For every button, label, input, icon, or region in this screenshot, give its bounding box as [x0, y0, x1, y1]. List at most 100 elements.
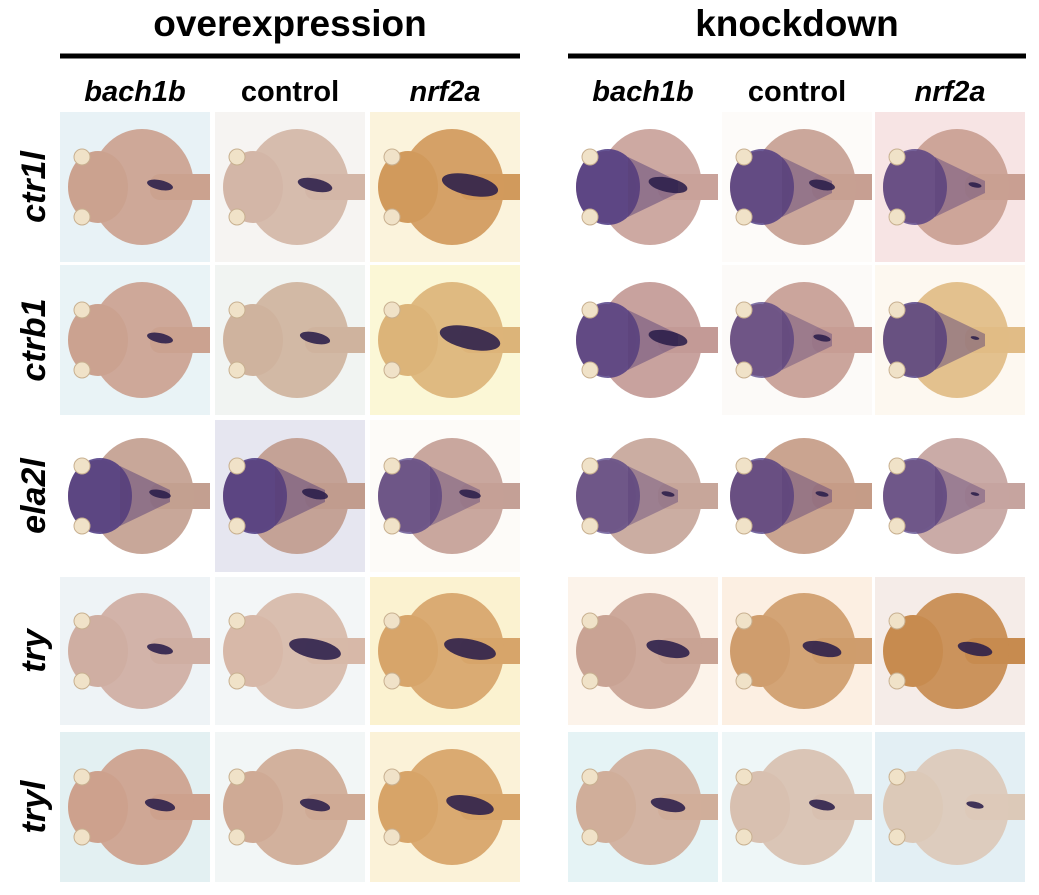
- embryo-image: [60, 265, 210, 415]
- pancreas-stain: [966, 801, 984, 809]
- embryo-image: [568, 577, 718, 725]
- yolk: [90, 593, 194, 709]
- pancreas-stain: [299, 798, 331, 812]
- pancreas-stain: [459, 489, 481, 499]
- yolk: [245, 129, 349, 245]
- eye: [228, 148, 246, 166]
- embryo-image: [60, 112, 210, 262]
- head: [378, 771, 438, 843]
- eye: [581, 148, 599, 166]
- pancreas-stain: [149, 489, 171, 499]
- pancreas-stain: [957, 641, 993, 657]
- eye: [581, 517, 599, 535]
- head-stain: [628, 310, 678, 370]
- embryo-image: [875, 112, 1025, 262]
- head-stain: [883, 458, 947, 534]
- pancreas-stain: [302, 488, 328, 500]
- row-label: ctrb1: [15, 298, 53, 381]
- head-stain: [935, 310, 985, 370]
- eye: [383, 301, 401, 319]
- column-label: nrf2a: [410, 76, 481, 108]
- eye: [735, 457, 753, 475]
- column-label: bach1b: [84, 76, 186, 108]
- eye: [228, 457, 246, 475]
- eye: [888, 148, 906, 166]
- head: [378, 151, 438, 223]
- head-stain: [378, 458, 442, 534]
- eye: [383, 208, 401, 226]
- pancreas-stain: [297, 177, 333, 193]
- eye: [581, 768, 599, 786]
- eye: [735, 517, 753, 535]
- eye: [383, 672, 401, 690]
- head: [576, 615, 636, 687]
- eye: [581, 612, 599, 630]
- eye: [228, 672, 246, 690]
- row-label: tryl: [15, 779, 53, 833]
- pancreas-stain: [446, 795, 494, 815]
- eye: [73, 672, 91, 690]
- head-stain: [730, 458, 794, 534]
- panel-grid: [60, 112, 1025, 882]
- pancreas-stain: [970, 492, 980, 496]
- embryo-image: [370, 732, 520, 882]
- eye: [383, 517, 401, 535]
- eye: [228, 301, 246, 319]
- eye: [888, 517, 906, 535]
- pancreas-stain: [147, 332, 173, 344]
- embryo-image: [568, 420, 718, 572]
- eye: [735, 301, 753, 319]
- embryo-image: [722, 732, 872, 882]
- head-stain: [782, 157, 832, 217]
- eye: [73, 828, 91, 846]
- pancreas-stain: [648, 176, 688, 194]
- eye: [888, 301, 906, 319]
- head: [68, 615, 128, 687]
- pancreas-stain: [661, 491, 675, 497]
- eye: [383, 768, 401, 786]
- pancreas-stain: [441, 173, 499, 197]
- embryo-image: [875, 420, 1025, 572]
- eye: [228, 517, 246, 535]
- embryo-image: [215, 577, 365, 725]
- pancreas-stain: [815, 491, 829, 497]
- eye: [888, 612, 906, 630]
- eye: [581, 457, 599, 475]
- row-label: ela2l: [15, 457, 53, 534]
- eye: [228, 361, 246, 379]
- pancreas-stain: [147, 179, 173, 191]
- eye: [888, 361, 906, 379]
- row-label: ctr1l: [15, 150, 53, 223]
- yolk: [905, 749, 1009, 865]
- embryo-image: [60, 420, 210, 572]
- head-stain: [576, 458, 640, 534]
- eye: [735, 612, 753, 630]
- eye: [735, 828, 753, 846]
- eye: [735, 148, 753, 166]
- eye: [888, 208, 906, 226]
- yolk: [905, 593, 1009, 709]
- eye: [383, 828, 401, 846]
- pancreas-stain: [650, 797, 686, 813]
- head-stain: [782, 310, 832, 370]
- eye: [735, 672, 753, 690]
- pancreas-stain: [813, 334, 831, 342]
- eye: [888, 457, 906, 475]
- head: [223, 304, 283, 376]
- embryo-image: [568, 732, 718, 882]
- head: [883, 771, 943, 843]
- eye: [735, 768, 753, 786]
- eye: [383, 457, 401, 475]
- yolk: [90, 129, 194, 245]
- eye: [888, 828, 906, 846]
- yolk: [90, 749, 194, 865]
- head-stain: [68, 458, 132, 534]
- embryo-image: [875, 265, 1025, 415]
- head-stain: [628, 157, 678, 217]
- embryo-image: [875, 577, 1025, 725]
- yolk: [245, 282, 349, 398]
- eye: [581, 672, 599, 690]
- head: [378, 615, 438, 687]
- pancreas-stain: [646, 639, 690, 659]
